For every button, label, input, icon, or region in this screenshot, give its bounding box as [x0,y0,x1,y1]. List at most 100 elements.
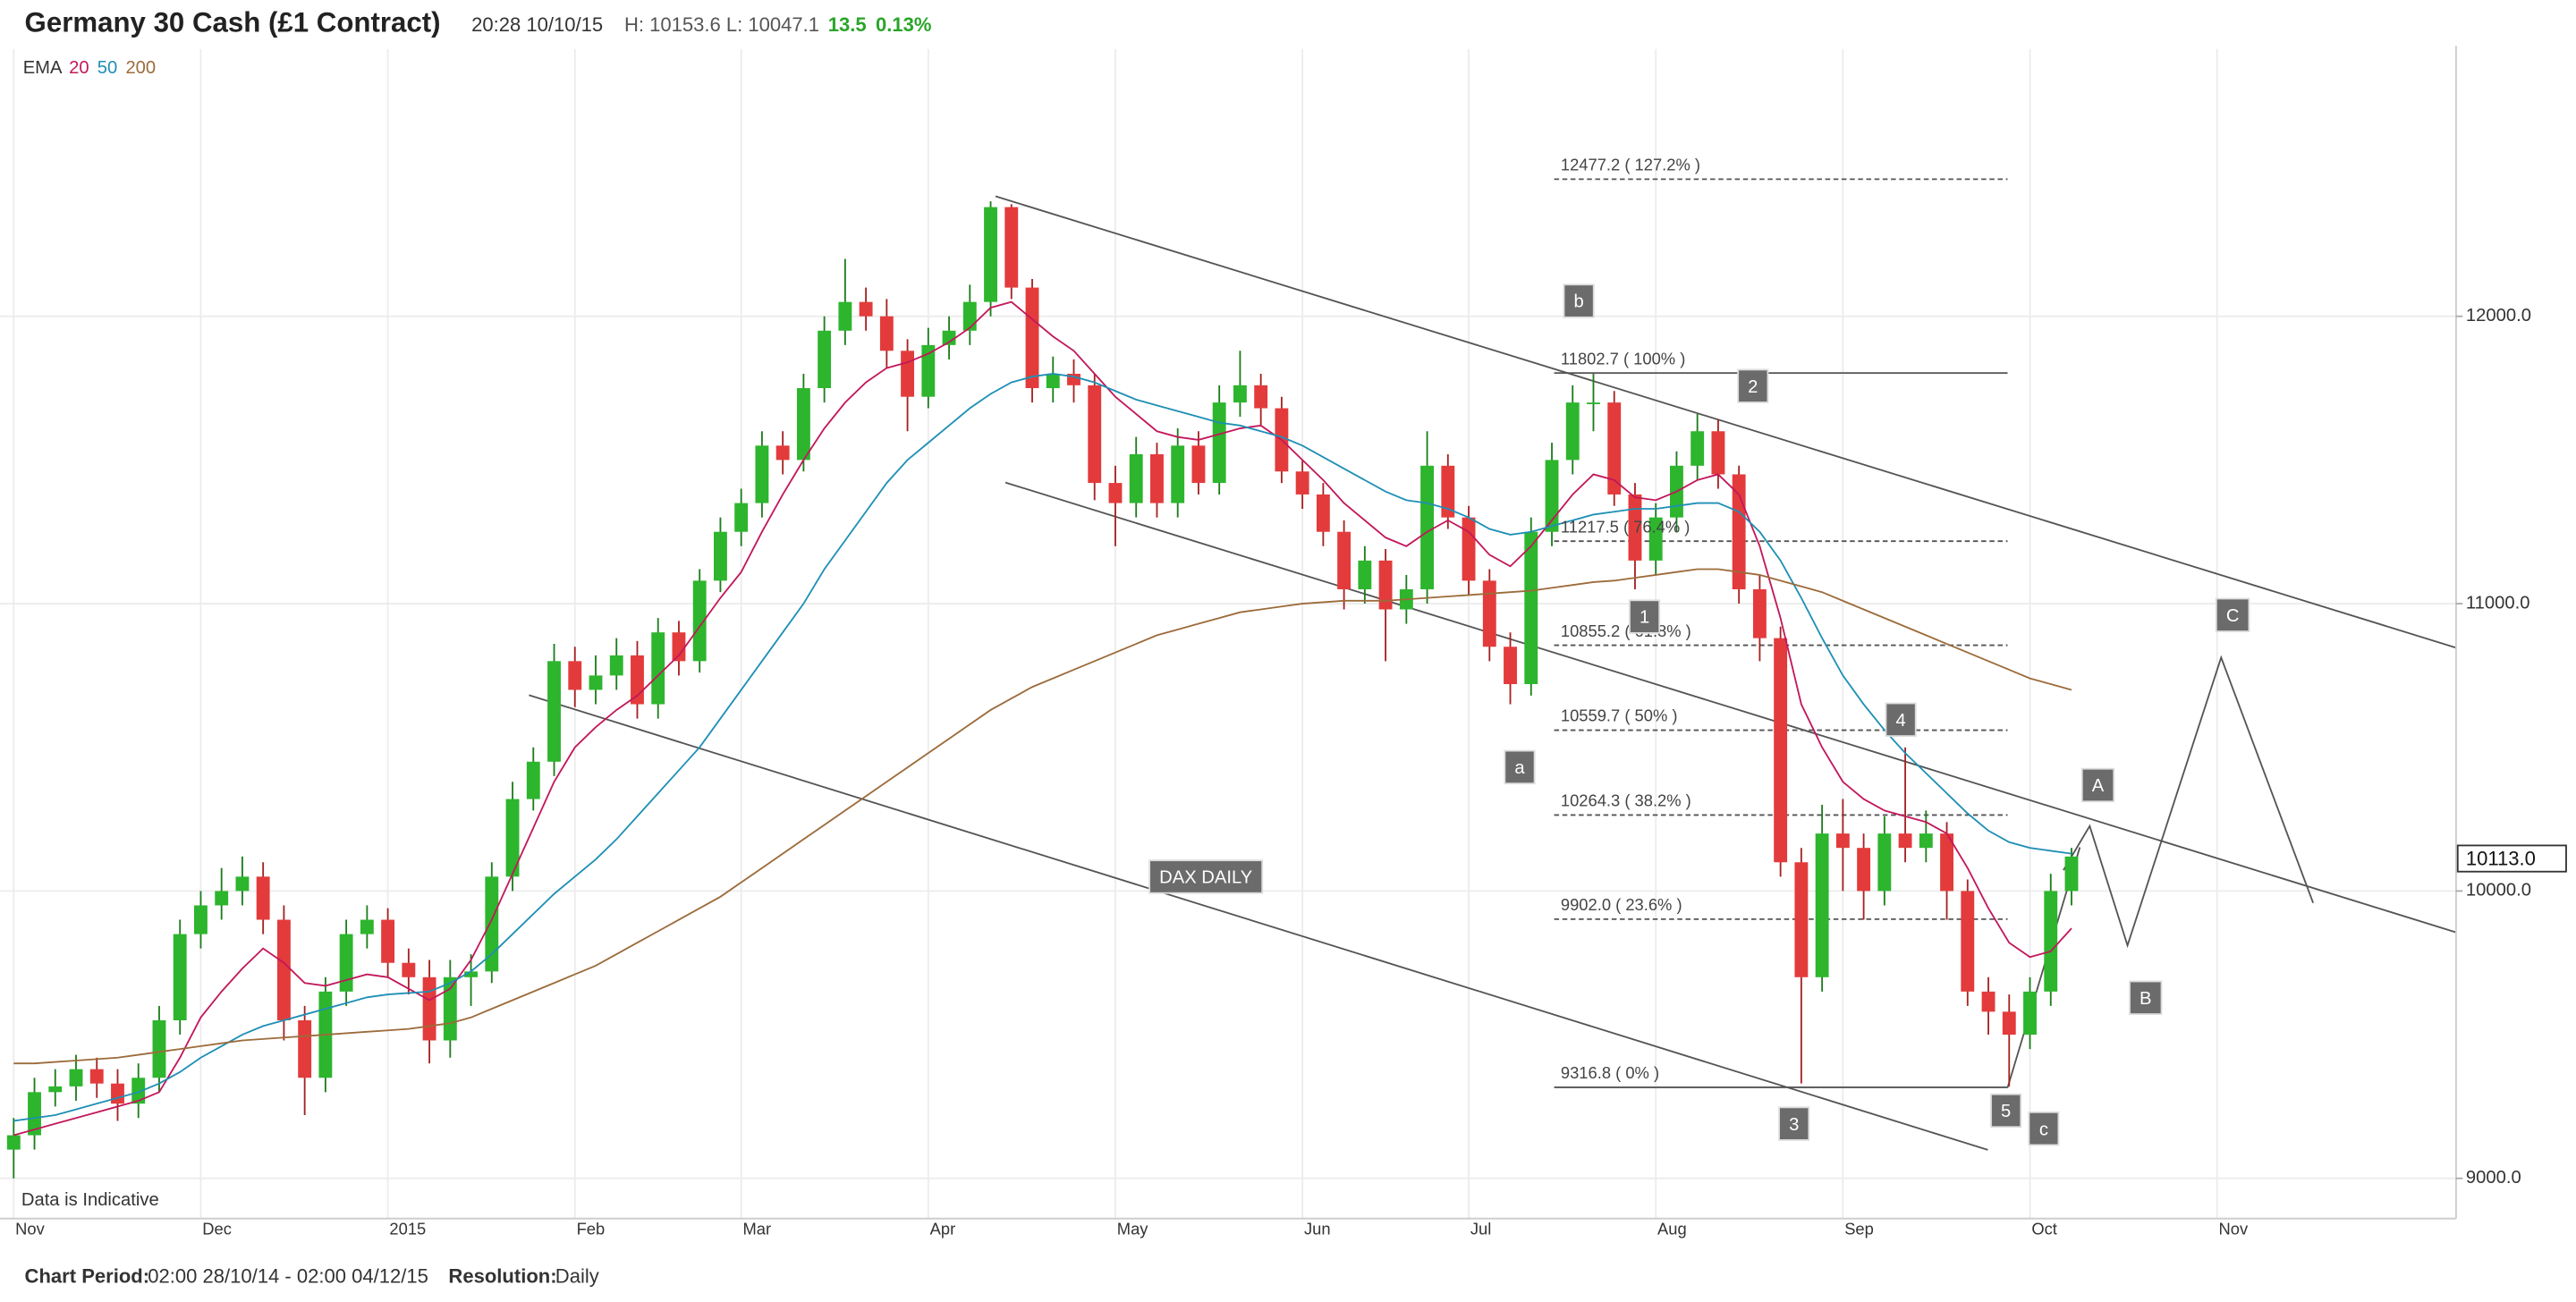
annotation-box [2080,767,2115,803]
annotation-label: A [2092,776,2105,796]
header-high: H: 10153.6 [624,13,721,36]
candle-body [1171,445,1185,503]
candle-body [2064,856,2079,892]
candle-body [1504,647,1517,685]
candle-body [1004,207,1019,288]
candle-body [1212,402,1226,484]
trend-line [529,694,1988,1151]
y-tick-label: 10000.0 [2466,881,2531,900]
annotation-label: 4 [1895,711,1905,731]
candle-body [1441,465,1455,518]
candle-body [609,655,623,676]
candle-body [1565,402,1580,461]
candle-body [1711,431,1725,475]
candle-body [1794,862,1809,977]
annotation-box [1990,1093,2022,1129]
candle-body [194,905,208,934]
candle-body [1815,833,1829,977]
legend-entry: 50 [97,58,117,78]
candle-body [2023,991,2037,1036]
candle-body [1088,385,1102,484]
legend-entry: 20 [69,58,89,78]
ema-line [13,300,2072,1137]
candle-body [1628,494,1642,561]
candle-body [526,761,540,799]
candle-body [734,503,749,532]
fib-label: 12477.2 ( 127.2% ) [1561,156,1700,174]
chart-title: Germany 30 Cash (£1 Contract) [25,7,441,38]
annotation-label: 5 [2001,1102,2011,1121]
annotation-box [1629,599,1661,634]
fib-label: 10264.3 ( 38.2% ) [1561,791,1691,810]
x-tick-label: Feb [577,1219,606,1238]
forecast-path [2063,655,2314,949]
fib-label: 9316.8 ( 0% ) [1561,1063,1659,1082]
annotation-label: b [1573,292,1583,312]
header-change: 13.5 [828,13,867,36]
candle-body [942,330,956,345]
annotation-box [2028,1111,2060,1146]
candle-body [381,919,395,963]
annotation-label: c [2039,1120,2048,1139]
candle-body [1981,991,1996,1012]
candle-body [111,1083,124,1104]
x-tick-label: Apr [930,1219,956,1238]
candle-body [1877,833,1892,892]
candle-body [589,675,603,690]
y-tick-label: 12000.0 [2466,306,2531,326]
candle-body [1462,517,1476,581]
candle-body [818,330,832,389]
candle-body [89,1069,104,1084]
x-tick-label: Dec [202,1219,232,1238]
candle-body [1378,560,1393,610]
candle-body [1835,833,1850,849]
candle-body [859,301,873,317]
candle-body [1358,560,1372,589]
candle-body [775,445,790,461]
candle-body [2002,1011,2016,1036]
candle-body [215,891,229,906]
trend-line [1004,481,2457,934]
last-price-label: 10113.0 [2466,848,2536,870]
legend-title: EMA [23,58,63,78]
candle-body [485,876,499,972]
candle-body [838,301,852,331]
candle-body [131,1078,146,1104]
y-tick-label: 9000.0 [2466,1168,2521,1188]
candle-body [1857,848,1871,892]
annotation-box [2215,597,2250,632]
x-tick-label: Jul [1470,1219,1491,1238]
footer-label: Chart Period: [25,1264,150,1287]
candle-body [235,876,250,892]
candle-body [1108,483,1123,503]
candle-body [422,976,436,1041]
candle-body [173,934,187,1020]
x-tick-label: Jun [1304,1219,1331,1238]
candle-body [1690,431,1705,466]
fib-label: 10559.7 ( 50% ) [1561,706,1678,725]
annotation-label: B [2140,989,2151,1009]
legend-entry: 200 [125,58,156,78]
candle-body [879,316,894,351]
annotation-box [2129,980,2163,1015]
candle-body [1046,373,1060,389]
candle-body [464,971,478,977]
annotation-label: C [2226,606,2240,626]
candle-body [1337,531,1352,589]
fib-label: 11802.7 ( 100% ) [1561,349,1685,368]
candle-body [1545,460,1559,532]
last-price-box [2456,844,2567,873]
x-tick-label: Mar [743,1219,772,1238]
candle-body [692,580,707,662]
candle-body [1961,891,1975,992]
candle-body [1919,833,1933,849]
candle-body [402,962,416,977]
candle-body [651,632,665,705]
annotation-box [1148,859,1264,894]
annotation-label: 2 [1748,377,1758,397]
annotation-box [1504,749,1536,785]
candle-body [360,919,374,934]
